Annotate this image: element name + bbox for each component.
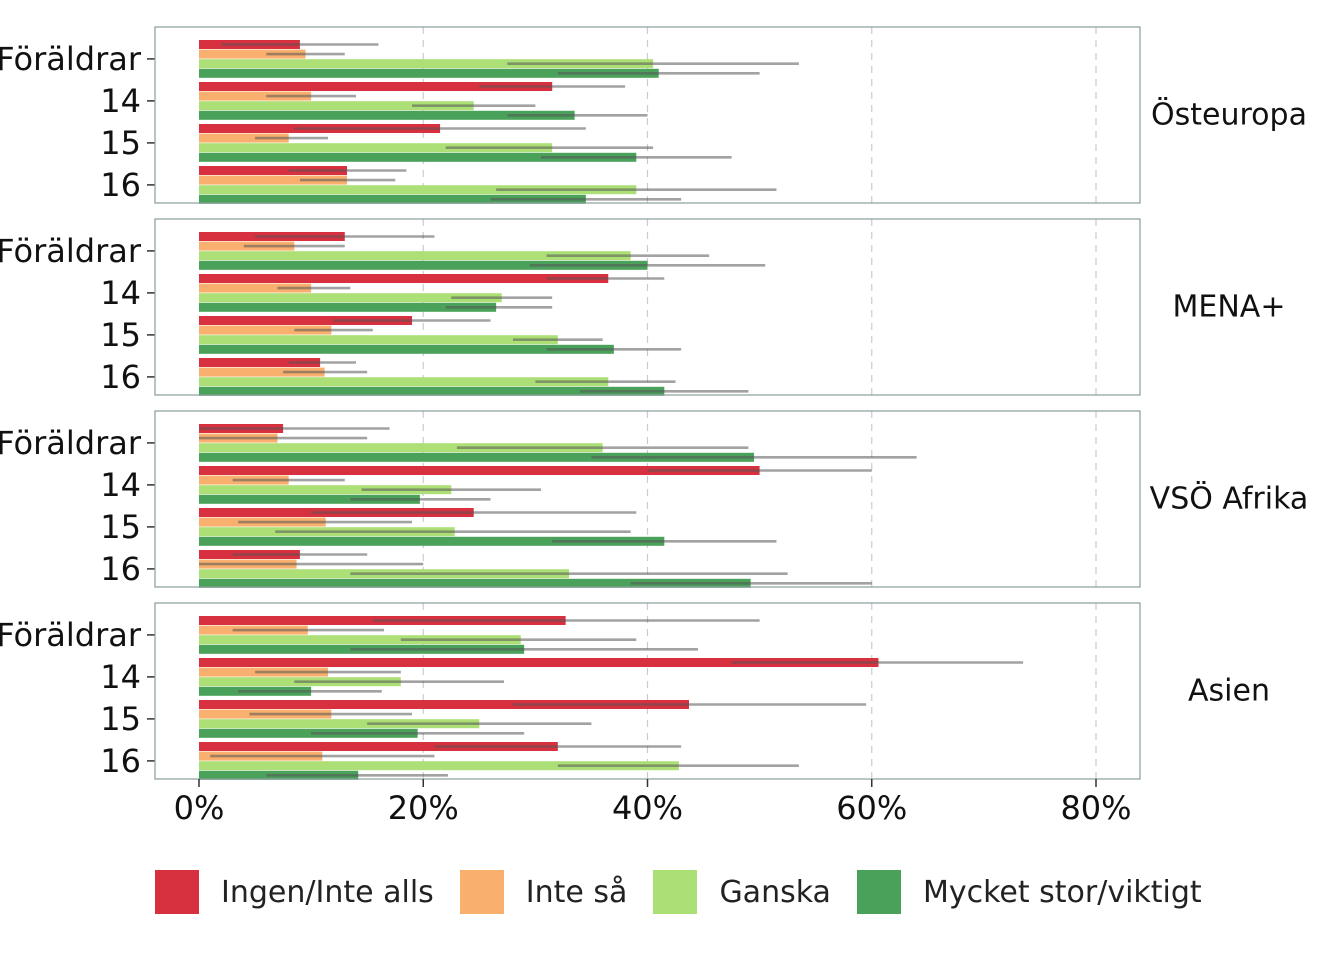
legend-label-mycket: Mycket stor/viktigt (922, 874, 1202, 910)
bar-vso-afrika-1-3 (199, 494, 420, 504)
panel-border-osteuropa (154, 26, 1141, 204)
bar-osteuropa-2-2 (199, 143, 553, 153)
bar-vso-afrika-0-3 (199, 452, 755, 462)
bar-asien-2-2 (199, 719, 480, 729)
bars (199, 40, 1024, 780)
y-label-osteuropa-3: 16 (100, 166, 141, 204)
bar-asien-1-0 (199, 658, 879, 667)
legend: Ingen/Inte alls Inte så Ganska Mycket st… (155, 870, 1228, 914)
legend-swatch-ingen (155, 870, 199, 914)
x-tick-label-3: 60% (836, 789, 907, 827)
bar-osteuropa-1-0 (199, 82, 553, 91)
y-label-mena-0: Föräldrar (0, 232, 142, 270)
bar-vso-afrika-0-2 (199, 443, 603, 453)
bar-mena-1-3 (199, 302, 497, 312)
bar-osteuropa-3-1 (199, 175, 348, 185)
y-label-vso-afrika-2: 15 (100, 508, 141, 546)
panel-border-mena (154, 218, 1141, 396)
bar-mena-3-0 (199, 358, 321, 367)
bar-osteuropa-3-0 (199, 166, 348, 175)
bar-asien-2-3 (199, 728, 418, 738)
bar-vso-afrika-1-2 (199, 485, 452, 495)
bar-osteuropa-1-2 (199, 101, 474, 111)
legend-label-ingen: Ingen/Inte alls (221, 874, 434, 910)
y-label-osteuropa-2: 15 (100, 124, 141, 162)
bar-mena-3-1 (199, 367, 325, 377)
bar-asien-3-0 (199, 742, 558, 751)
panels: Föräldrar 14 15 16 Östeuropa Föräldrar 14 15 16 M… (0, 26, 1309, 780)
bar-mena-2-2 (199, 335, 558, 345)
legend-swatch-ganska (653, 870, 698, 914)
bar-osteuropa-2-3 (199, 152, 637, 162)
panel-label-osteuropa: Östeuropa (1151, 97, 1307, 133)
x-tick-label-2: 40% (612, 789, 683, 827)
panel-label-vso-afrika: VSÖ Afrika (1150, 481, 1309, 517)
bar-mena-0-2 (199, 251, 631, 261)
legend-swatch-mycket (856, 870, 901, 914)
panel-border-vso-afrika (154, 410, 1141, 588)
bar-mena-0-3 (199, 260, 648, 270)
bar-osteuropa-2-1 (199, 133, 289, 143)
legend-item-ingen: Ingen/Inte alls (155, 870, 434, 914)
x-tick-label-0: 0% (174, 789, 225, 827)
legend-label-inte-sa: Inte så (525, 874, 628, 910)
bar-mena-1-2 (199, 293, 502, 303)
x-tick-label-1: 20% (388, 789, 459, 827)
bar-vso-afrika-3-3 (199, 578, 751, 588)
x-axis: 0% 20% 40% 60% 80% (174, 779, 1132, 827)
bar-mena-1-0 (199, 274, 609, 283)
y-label-mena-3: 16 (100, 358, 141, 396)
bar-osteuropa-0-1 (199, 49, 306, 59)
bar-osteuropa-0-3 (199, 68, 659, 78)
y-label-vso-afrika-3: 16 (100, 550, 141, 588)
bar-mena-2-1 (199, 325, 332, 335)
bar-asien-0-2 (199, 635, 521, 645)
bar-osteuropa-3-3 (199, 194, 586, 204)
panel-label-asien: Asien (1188, 674, 1270, 709)
bar-mena-3-3 (199, 386, 665, 396)
y-label-asien-0: Föräldrar (0, 616, 142, 654)
y-label-vso-afrika-0: Föräldrar (0, 424, 142, 462)
bar-osteuropa-0-2 (199, 59, 654, 69)
bar-vso-afrika-1-0 (199, 466, 760, 475)
legend-item-inte-sa: Inte så (459, 870, 628, 914)
bar-asien-3-2 (199, 761, 679, 771)
y-label-asien-1: 14 (100, 658, 141, 696)
bar-mena-3-2 (199, 377, 609, 387)
bar-mena-2-3 (199, 344, 614, 354)
bar-mena-1-1 (199, 283, 312, 293)
y-label-vso-afrika-1: 14 (100, 466, 141, 504)
y-label-osteuropa-1: 14 (100, 82, 141, 120)
y-label-mena-1: 14 (100, 274, 141, 312)
y-label-osteuropa-0: Föräldrar (0, 40, 142, 78)
x-tick-label-4: 80% (1060, 789, 1131, 827)
legend-item-ganska: Ganska (653, 870, 831, 914)
bar-asien-2-0 (199, 700, 689, 709)
panel-label-mena: MENA+ (1173, 290, 1286, 325)
legend-label-ganska: Ganska (719, 874, 831, 910)
y-label-asien-3: 16 (100, 742, 141, 780)
bar-mena-2-0 (199, 316, 413, 325)
bar-osteuropa-1-3 (199, 110, 575, 120)
bar-osteuropa-3-2 (199, 185, 637, 195)
y-label-asien-2: 15 (100, 700, 141, 738)
bar-osteuropa-1-1 (199, 91, 312, 101)
y-label-mena-2: 15 (100, 316, 141, 354)
legend-swatch-inte-sa (459, 870, 504, 914)
bar-vso-afrika-2-3 (199, 536, 665, 546)
legend-item-mycket: Mycket stor/viktigt (856, 870, 1202, 914)
